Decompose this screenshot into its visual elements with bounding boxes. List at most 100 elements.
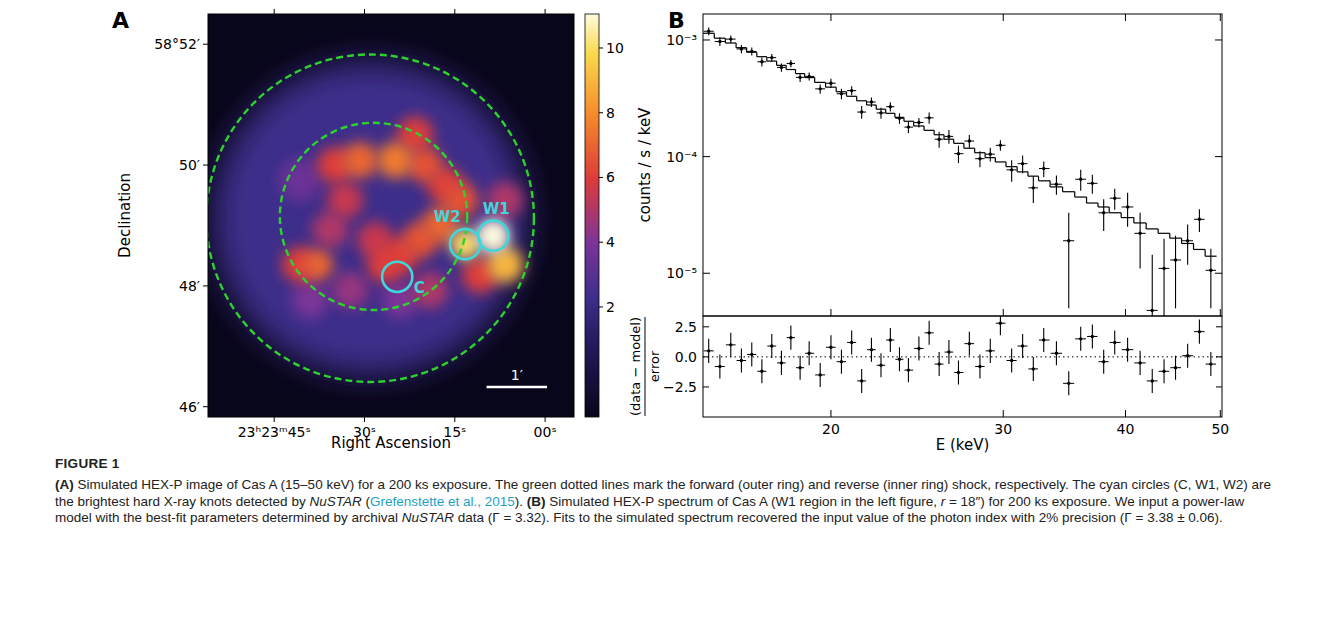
emission bbox=[279, 159, 321, 201]
error-bar bbox=[1187, 224, 1188, 264]
model-step bbox=[954, 143, 964, 144]
residual-point bbox=[1174, 366, 1177, 369]
model-step bbox=[725, 42, 736, 43]
knot-circle bbox=[450, 229, 480, 259]
tick-label: 20 bbox=[822, 421, 840, 437]
error-bar bbox=[1103, 199, 1104, 231]
tick bbox=[364, 9, 365, 14]
error-bar bbox=[1163, 239, 1164, 316]
data-point bbox=[760, 60, 763, 63]
tick bbox=[1220, 14, 1221, 21]
residual-point bbox=[889, 338, 892, 341]
frame bbox=[208, 14, 574, 417]
tick bbox=[1220, 309, 1221, 316]
residual-plot bbox=[703, 316, 1222, 395]
tick bbox=[830, 14, 831, 21]
data-point bbox=[1010, 168, 1013, 171]
model-step bbox=[1028, 176, 1039, 177]
tick-label: 10⁻⁴ bbox=[666, 149, 697, 165]
error-bar bbox=[1210, 249, 1211, 309]
tick-label: 10⁻⁵ bbox=[666, 265, 697, 281]
model-step bbox=[1146, 228, 1158, 229]
model-step bbox=[736, 47, 746, 48]
caption-run: NuSTAR bbox=[402, 510, 454, 525]
model-step bbox=[1109, 212, 1121, 213]
model-step bbox=[805, 77, 815, 78]
residual-point bbox=[1209, 362, 1212, 365]
caption-label: FIGURE 1 bbox=[55, 456, 1273, 471]
tick bbox=[203, 165, 208, 166]
spectrum-plot bbox=[703, 28, 1216, 316]
caption-run: data (Γ = 3.32). Fits to the simulated s… bbox=[454, 510, 1223, 525]
caption-run: (A) bbox=[55, 477, 74, 492]
residual-point bbox=[968, 342, 971, 345]
model-step bbox=[895, 117, 904, 118]
model-step bbox=[876, 109, 885, 110]
tick bbox=[1003, 14, 1004, 21]
tick bbox=[364, 417, 365, 422]
residual-point bbox=[989, 349, 992, 352]
caption: FIGURE 1 (A) Simulated HEX-P image of Cas… bbox=[55, 456, 1273, 527]
residual-point bbox=[1198, 330, 1201, 333]
residual-point bbox=[707, 349, 710, 352]
tick bbox=[1220, 410, 1221, 417]
zero-line bbox=[703, 356, 1222, 357]
residual-point bbox=[807, 352, 810, 355]
model-step bbox=[757, 56, 767, 57]
tick-label: 10⁻³ bbox=[666, 32, 697, 48]
model-step bbox=[1075, 196, 1087, 197]
model-step bbox=[777, 65, 787, 66]
model-step bbox=[995, 161, 1006, 162]
shock-ring bbox=[208, 54, 534, 381]
model-step bbox=[1170, 238, 1182, 239]
knot-circle bbox=[478, 221, 508, 251]
tick-label: 50′ bbox=[179, 157, 200, 173]
image-plot bbox=[208, 14, 574, 417]
residual-point bbox=[860, 379, 863, 382]
residual-point bbox=[850, 341, 853, 344]
data-point bbox=[999, 144, 1002, 147]
axis-title: Declination bbox=[116, 173, 134, 258]
emission bbox=[367, 247, 403, 283]
error-bar bbox=[1152, 255, 1153, 316]
emission bbox=[303, 250, 333, 280]
model-step bbox=[847, 96, 857, 97]
residual-point bbox=[1067, 382, 1070, 385]
model-step bbox=[786, 69, 795, 70]
axis-title: counts / s / keV bbox=[636, 107, 654, 223]
tick bbox=[1125, 309, 1126, 316]
data-point bbox=[1091, 182, 1094, 185]
emission bbox=[377, 142, 413, 178]
tick-label: 2.5 bbox=[675, 319, 697, 335]
knot-label: C bbox=[414, 279, 425, 297]
model-step bbox=[1063, 191, 1075, 192]
axis-title: E (keV) bbox=[936, 436, 990, 454]
data-point bbox=[1113, 196, 1116, 199]
axis-title: error bbox=[647, 350, 662, 382]
residual-point bbox=[1032, 367, 1035, 370]
citation-link[interactable]: Grefenstette et al., 2015 bbox=[370, 494, 515, 509]
image-background bbox=[208, 14, 574, 417]
tick bbox=[830, 410, 831, 417]
residual-point bbox=[780, 361, 783, 364]
data-point bbox=[829, 82, 832, 85]
tick-label: 23ʰ23ᵐ45ˢ bbox=[238, 424, 311, 440]
tick bbox=[703, 39, 710, 40]
tick bbox=[1215, 156, 1222, 157]
residual-point bbox=[789, 336, 792, 339]
residual-point bbox=[978, 365, 981, 368]
tick bbox=[599, 177, 603, 178]
tick bbox=[1216, 356, 1222, 357]
data-point bbox=[789, 62, 792, 65]
caption-run: ). bbox=[515, 494, 527, 509]
data-point bbox=[1209, 269, 1212, 272]
emission bbox=[327, 182, 363, 218]
model-step-riser bbox=[714, 33, 1205, 256]
data-point bbox=[1032, 186, 1035, 189]
tick-label: −2.5 bbox=[663, 379, 697, 395]
caption-text: (A) Simulated HEX-P image of Cas A (15–5… bbox=[55, 477, 1273, 527]
data-point bbox=[1174, 258, 1177, 261]
residual-point bbox=[957, 371, 960, 374]
model-step bbox=[886, 113, 895, 114]
tick-label: 50 bbox=[1211, 421, 1229, 437]
